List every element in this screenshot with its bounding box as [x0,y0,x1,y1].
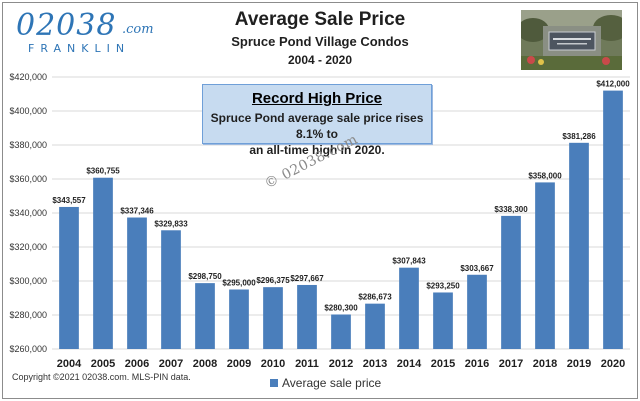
logo-suffix-text: .com [122,22,154,37]
y-tick-label: $260,000 [9,344,47,354]
bar-2009 [229,289,249,349]
logo: 02038 .com FRANKLIN [10,8,160,58]
y-tick-label: $420,000 [9,72,47,82]
bar-2020 [603,90,623,349]
y-tick-label: $400,000 [9,106,47,116]
bar-2013 [365,303,385,349]
bar-2019 [569,142,589,349]
chart-year-range: 2004 - 2020 [287,53,353,67]
x-tick-label-2015: 2015 [431,358,455,370]
bar-2011 [297,284,317,349]
bar-2018 [535,182,555,349]
x-tick-label-2006: 2006 [125,358,149,370]
data-label-2006: $337,346 [120,207,154,216]
logo-subtitle-text: FRANKLIN [28,42,131,55]
data-labels: $343,557 $360,755 $337,346$329,833 $298,750… [52,80,630,313]
data-label-2010: $296,375 [256,276,290,285]
bar-2007 [161,230,181,349]
data-label-2015: $293,250 [426,281,460,290]
chart-header: Average Sale Price Spruce Pond Village C… [170,8,470,69]
bar-2006 [127,217,147,349]
data-label-2007: $329,833 [154,219,188,228]
chart-title: Average Sale Price [234,9,406,30]
data-label-2011: $297,667 [290,274,324,283]
data-label-2005: $360,755 [86,167,120,176]
callout-line-1: Spruce Pond average sale price rises 8.1… [210,111,424,141]
x-tick-label-2004: 2004 [57,358,82,370]
data-label-2009: $295,000 [222,279,256,288]
data-label-2014: $307,843 [392,257,426,266]
data-label-2004: $343,557 [52,196,86,205]
data-label-2013: $286,673 [358,293,392,302]
gridlines [52,76,630,350]
x-tick-label-2020: 2020 [601,358,625,370]
x-tick-label-2008: 2008 [193,358,217,370]
x-axis-tick-labels: 2004 2005 2006 2007 2008 2009 2010 2011 2012 2013… [57,358,625,370]
callout-title: Record High Price [251,90,383,107]
y-tick-label: $360,000 [9,174,47,184]
copyright-notice: Copyright ©2021 02038.com. MLS-PIN data. [12,372,191,382]
x-tick-label-2018: 2018 [533,358,557,370]
bar-2010 [263,287,283,349]
x-tick-label-2017: 2017 [499,358,523,370]
bar-2005 [93,177,113,349]
bar-2015 [433,292,453,349]
data-label-2020: $412,000 [596,80,630,89]
y-tick-label: $340,000 [9,208,47,218]
data-label-2017: $338,300 [494,205,528,214]
data-label-2012: $280,300 [324,303,358,312]
data-label-2018: $358,000 [528,171,562,180]
bar-2004 [59,206,79,349]
chart-subtitle: Spruce Pond Village Condos [231,34,409,49]
x-tick-label-2005: 2005 [91,358,115,370]
data-label-2016: $303,667 [460,264,494,273]
bars [59,90,623,349]
x-tick-label-2011: 2011 [295,358,319,370]
x-tick-label-2010: 2010 [261,358,285,370]
y-axis-tick-labels: $260,000 $280,000 $300,000 $320,000 $340,000… [9,72,47,354]
bar-2016 [467,274,487,349]
y-tick-label: $280,000 [9,310,47,320]
legend-swatch [270,379,278,387]
x-tick-label-2013: 2013 [363,358,387,370]
bar-2014 [399,267,419,349]
bar-2012 [331,314,351,349]
logo-main-text: 02038 [16,8,117,43]
y-tick-label: $320,000 [9,242,47,252]
bar-2008 [195,283,215,349]
x-tick-label-2009: 2009 [227,358,251,370]
callout-line-2: an all-time high in 2020. [249,143,385,157]
data-label-2008: $298,750 [188,272,222,281]
x-tick-label-2019: 2019 [567,358,591,370]
legend-label: Average sale price [282,376,382,390]
y-tick-label: $300,000 [9,276,47,286]
x-tick-label-2014: 2014 [397,358,422,370]
y-tick-label: $380,000 [9,140,47,150]
bar-2017 [501,215,521,349]
neighborhood-sign-photo [521,10,622,70]
x-tick-label-2007: 2007 [159,358,183,370]
data-label-2019: $381,286 [562,132,596,141]
x-tick-label-2012: 2012 [329,358,353,370]
record-high-callout: Record High Price Spruce Pond average sa… [202,84,432,157]
x-tick-label-2016: 2016 [465,358,489,370]
